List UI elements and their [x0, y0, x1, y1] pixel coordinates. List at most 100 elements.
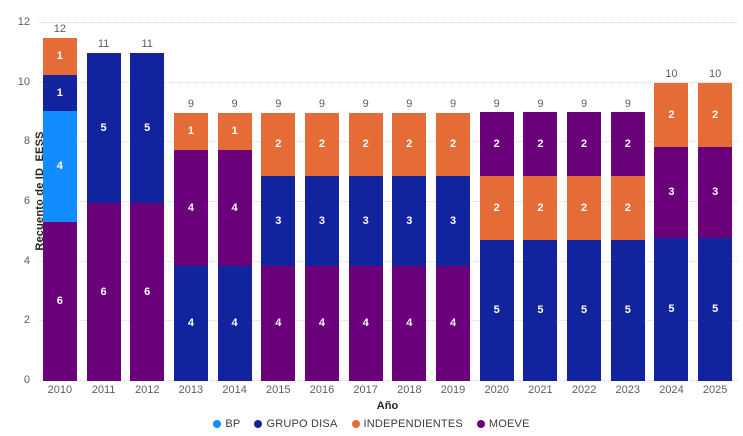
bar-total-label: 11 [97, 37, 110, 50]
x-tick-label: 2021 [528, 384, 553, 396]
bar-total-label: 9 [275, 97, 282, 110]
bar-segment[interactable]: 4 [348, 265, 383, 381]
legend-label: MOEVE [488, 418, 530, 430]
bar-segment[interactable]: 6 [130, 203, 165, 381]
bar-segment[interactable]: 2 [654, 82, 689, 148]
gridline [38, 260, 737, 262]
bar-segment[interactable]: 5 [523, 239, 558, 381]
gridline [38, 141, 737, 143]
legend-swatch-icon [351, 420, 360, 428]
bar-segment[interactable]: 4 [173, 150, 208, 266]
bar-segment[interactable]: 3 [436, 176, 471, 266]
bar-segment[interactable]: 2 [261, 112, 296, 177]
x-tick-label: 2025 [702, 384, 728, 396]
bar-total-label: 9 [624, 97, 631, 110]
bar-column-2011: 11 6 5 [82, 23, 126, 381]
x-axis-labels: 2010 2011 2012 2013 2014 2015 2016 2017 2018 2019… [38, 384, 737, 399]
bar-total-label: 9 [187, 97, 194, 110]
y-tick-label: 10 [17, 75, 30, 88]
bar-total-label: 9 [318, 97, 326, 110]
bar-segment[interactable]: 1 [217, 112, 252, 151]
legend-item-bp[interactable]: BP [213, 418, 240, 430]
bar-segment[interactable]: 4 [304, 265, 339, 381]
x-axis-title: Año [376, 400, 399, 412]
bar-segment[interactable]: 2 [567, 112, 602, 177]
bar-segment[interactable]: 2 [698, 82, 733, 148]
bar-segment[interactable]: 6 [42, 221, 77, 381]
bar-segment[interactable]: 5 [479, 239, 514, 381]
bar-segment[interactable]: 5 [610, 239, 645, 381]
legend-item-independientes[interactable]: INDEPENDIENTES [351, 418, 463, 430]
y-tick-label: 4 [23, 254, 30, 267]
y-tick-label: 2 [23, 314, 30, 327]
bar-segment[interactable]: 5 [698, 237, 733, 381]
bar-segment[interactable]: 4 [173, 265, 208, 381]
bar-segment[interactable]: 2 [479, 112, 514, 177]
bar-segment[interactable]: 4 [261, 265, 296, 381]
bar-total-label: 9 [362, 97, 369, 110]
bar-segment[interactable]: 2 [523, 176, 558, 240]
bar-segment[interactable]: 2 [479, 176, 514, 240]
bar-segment[interactable]: 5 [86, 52, 121, 204]
plot-area: 0 2 4 6 8 10 12 12 6 4 1 1 11 6 5 11 6 5 9 4 4 1 9 4 4 1 9 4 3 2 9 4 3 2 9… [18, 16, 737, 386]
legend-item-moeve[interactable]: MOEVE [476, 418, 530, 430]
bar-total-label: 9 [537, 97, 544, 110]
bar-segment[interactable]: 2 [523, 112, 558, 177]
bar-segment[interactable]: 2 [610, 176, 645, 240]
legend-swatch-icon [476, 420, 485, 428]
legend: BP GRUPO DISA INDEPENDIENTES MOEVE [0, 415, 743, 433]
bar-segment[interactable]: 4 [217, 150, 252, 266]
bar-segment[interactable]: 1 [173, 112, 208, 151]
bar-segment[interactable]: 2 [392, 112, 427, 177]
bar-segment[interactable]: 4 [436, 265, 471, 381]
bar-segment[interactable]: 5 [567, 239, 602, 381]
bar-segment[interactable]: 3 [392, 176, 427, 266]
x-tick-label: 2015 [266, 384, 291, 396]
bar-segment[interactable]: 2 [348, 112, 383, 177]
bar-segment[interactable]: 1 [42, 74, 77, 112]
bar-total-label: 11 [141, 37, 153, 50]
gridline [38, 81, 737, 83]
bar-segment[interactable]: 3 [654, 147, 689, 238]
bar-segment[interactable]: 3 [348, 176, 383, 266]
bar-segment[interactable]: 3 [261, 176, 296, 266]
bar-total-label: 9 [581, 97, 588, 110]
bar-segment[interactable]: 1 [42, 38, 77, 75]
bar-segment[interactable]: 4 [217, 265, 252, 381]
bar-segment[interactable]: 5 [130, 52, 165, 204]
bar-segment[interactable]: 3 [304, 176, 339, 266]
bar-segment[interactable]: 4 [42, 111, 77, 222]
bar-segment[interactable]: 3 [698, 147, 733, 238]
bar-column-2025: 10 5 3 2 [693, 23, 737, 381]
bar-segment[interactable]: 6 [86, 203, 121, 381]
bar-segment[interactable]: 2 [610, 112, 645, 177]
bar-segment[interactable]: 2 [304, 112, 339, 177]
bar-segment[interactable]: 2 [436, 112, 471, 177]
bar-segment[interactable]: 2 [567, 176, 602, 240]
bar-column-2024: 10 5 3 2 [650, 23, 694, 381]
bar-segment[interactable]: 5 [654, 237, 689, 381]
legend-label: BP [225, 418, 241, 430]
legend-item-grupo-disa[interactable]: GRUPO DISA [254, 418, 337, 430]
x-tick-label: 2023 [615, 384, 641, 396]
bar-segment[interactable]: 4 [392, 265, 427, 381]
